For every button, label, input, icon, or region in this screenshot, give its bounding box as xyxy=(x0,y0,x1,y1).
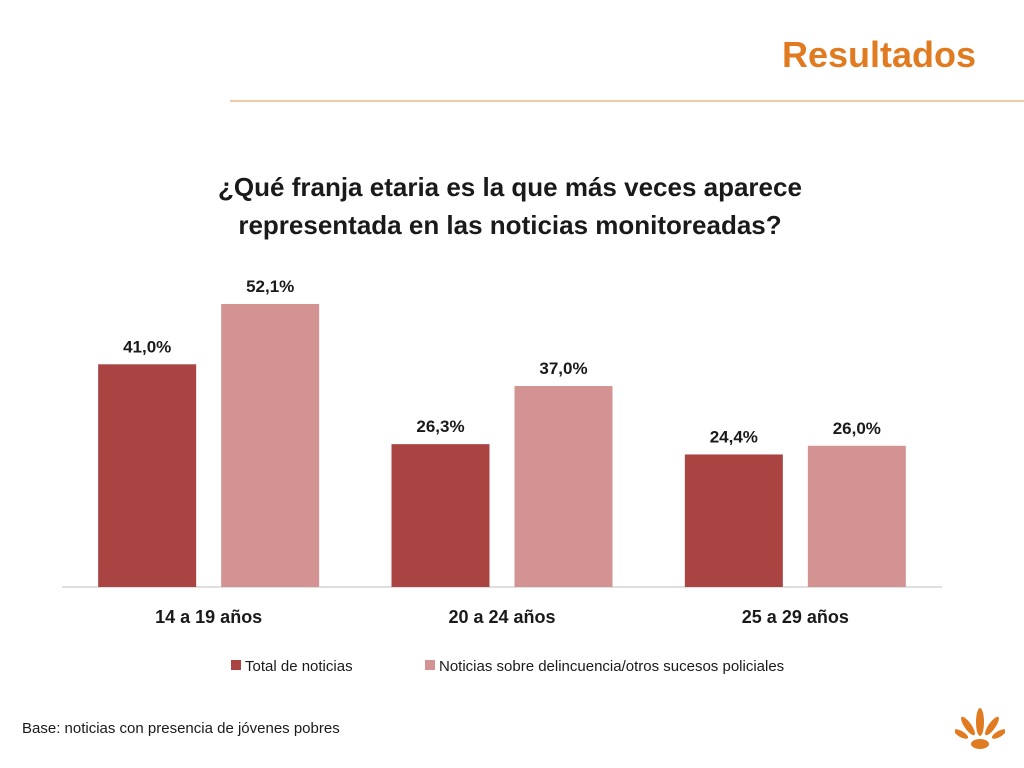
footnote: Base: noticias con presencia de jóvenes … xyxy=(22,720,340,737)
x-tick-label-2: 20 a 24 años xyxy=(448,607,555,627)
bar-chart: 41,0% 52,1% 14 a 19 años 26,3% 37,0% 20 a 24 … xyxy=(62,277,942,675)
title-divider xyxy=(230,100,1024,102)
slide-title: Resultados xyxy=(781,34,976,75)
bar-1-3 xyxy=(684,454,783,587)
bar-2-3 xyxy=(807,445,906,587)
bar-1-2 xyxy=(391,444,490,587)
x-tick-label-3: 25 a 29 años xyxy=(742,607,849,627)
chart-title-line-1: ¿Qué franja etaria es la que más veces a… xyxy=(218,172,802,202)
data-label-2-2: 37,0% xyxy=(539,359,587,378)
legend-swatch-2 xyxy=(425,660,435,670)
chart-title: ¿Qué franja etaria es la que más veces a… xyxy=(130,168,890,244)
data-label-1-2: 26,3% xyxy=(416,417,464,436)
flower-logo-icon xyxy=(955,708,1005,749)
data-label-1-3: 24,4% xyxy=(710,427,758,446)
data-label-1-1: 41,0% xyxy=(123,337,171,356)
bar-2-2 xyxy=(514,386,613,587)
x-tick-label-1: 14 a 19 años xyxy=(155,607,262,627)
data-label-2-1: 52,1% xyxy=(246,277,294,296)
legend-swatch-1 xyxy=(231,660,241,670)
chart-title-line-2: representada en las noticias monitoreada… xyxy=(238,210,782,240)
data-label-2-3: 26,0% xyxy=(833,419,881,438)
legend-label-1: Total de noticias xyxy=(245,658,353,675)
bar-2-1 xyxy=(221,304,320,587)
bar-1-1 xyxy=(98,364,197,587)
legend-label-2: Noticias sobre delincuencia/otros suceso… xyxy=(439,658,784,675)
